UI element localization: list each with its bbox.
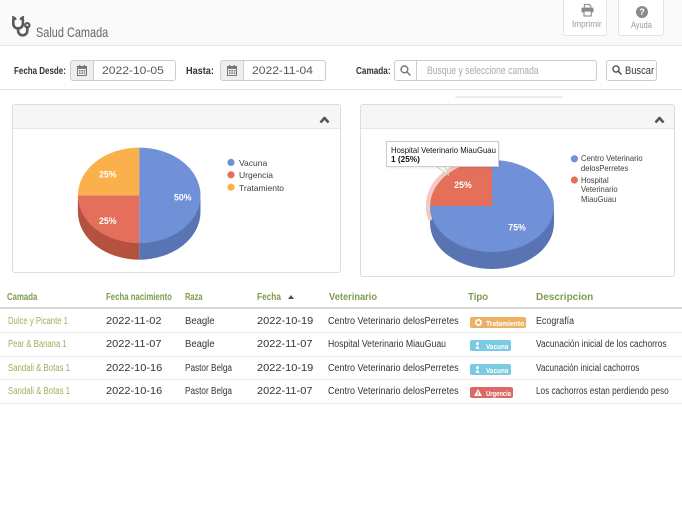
svg-text:75%: 75% bbox=[508, 223, 526, 233]
svg-text:?: ? bbox=[639, 7, 645, 17]
svg-text:50%: 50% bbox=[174, 193, 192, 203]
svg-text:25%: 25% bbox=[99, 216, 117, 226]
svg-text:25%: 25% bbox=[454, 180, 472, 190]
svg-text:25%: 25% bbox=[99, 170, 117, 180]
